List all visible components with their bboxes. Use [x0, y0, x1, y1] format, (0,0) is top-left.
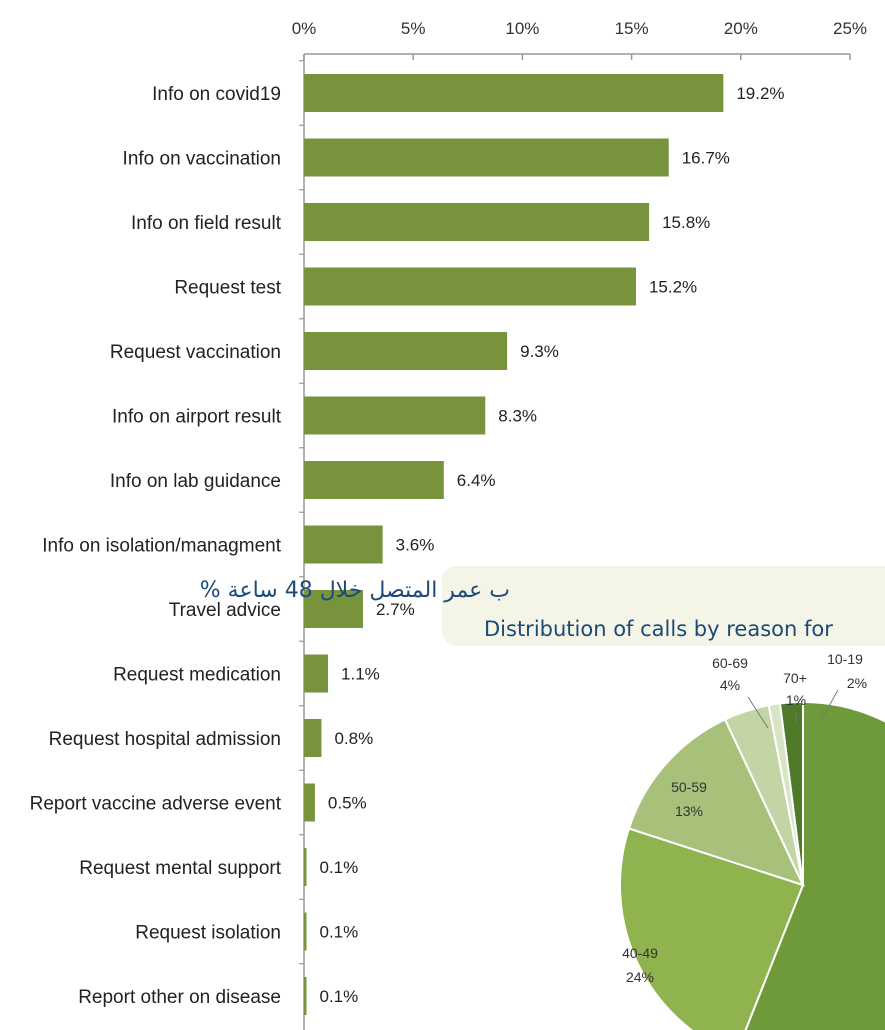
pie-category-label: 40-49 — [622, 945, 658, 961]
bar — [304, 267, 636, 306]
category-label: Info on isolation/managment — [42, 536, 281, 557]
bars — [304, 74, 724, 1015]
pie-value-label: 24% — [626, 969, 654, 985]
category-label: Request vaccination — [110, 342, 281, 363]
bar — [304, 74, 724, 112]
pie-category-label: 60-69 — [712, 655, 748, 671]
x-tick-label: 0% — [292, 19, 317, 38]
bar-value-label: 6.4% — [457, 471, 496, 490]
bar — [304, 525, 383, 564]
category-label: Info on airport result — [112, 407, 282, 428]
bar — [304, 977, 307, 1015]
pie-slice-rest — [744, 700, 885, 1030]
bar-value-label: 8.3% — [498, 407, 537, 426]
bar — [304, 719, 322, 757]
bar — [304, 912, 307, 951]
category-label: Info on lab guidance — [110, 471, 281, 492]
pie-leader-line — [819, 689, 839, 723]
bar — [304, 590, 363, 628]
category-labels: Info on covid19 Info on vaccination Info o… — [30, 84, 282, 1008]
bar — [304, 332, 508, 370]
bar — [304, 654, 329, 693]
bar-value-label: 0.1% — [320, 923, 359, 942]
bar-value-label: 9.3% — [520, 342, 559, 361]
bar-value-label: 3.6% — [396, 536, 435, 555]
bar-value-label: 0.1% — [320, 987, 359, 1006]
pie-category-label: 50-59 — [671, 779, 707, 795]
bar — [304, 783, 315, 822]
pie-title-banner: ب عمر المتصل خلال 48 ساعة % Distribution… — [200, 566, 885, 646]
x-tick-label: 15% — [615, 19, 649, 38]
category-label: Travel advice — [169, 600, 281, 621]
bar — [304, 461, 444, 499]
x-tick-label: 5% — [401, 19, 426, 38]
category-label: Request medication — [113, 665, 281, 686]
pie-leader-line — [747, 696, 769, 729]
category-label: Report vaccine adverse event — [30, 794, 282, 815]
bar-value-label: 15.2% — [649, 278, 697, 297]
x-tick-label: 25% — [833, 19, 867, 38]
category-label: Info on covid19 — [152, 84, 281, 105]
x-tick-label: 10% — [505, 19, 539, 38]
pie-value-label: 2% — [847, 675, 867, 691]
pie-slice — [778, 700, 804, 886]
bar — [304, 138, 669, 177]
category-label: Request test — [174, 278, 281, 299]
pie-category-label: 70+ — [783, 670, 807, 686]
pie-value-label: 4% — [720, 677, 740, 693]
pie-slices — [619, 700, 885, 1030]
bar — [304, 396, 486, 435]
pie-slice — [627, 718, 805, 887]
pie-value-label: 1% — [786, 692, 806, 708]
bar-value-label: 0.5% — [328, 794, 367, 813]
banner-background — [442, 566, 885, 646]
bar-value-label: 19.2% — [736, 84, 784, 103]
bar — [304, 848, 307, 886]
pie-category-label: 10-19 — [827, 651, 863, 667]
pie-title-arabic: ب عمر المتصل خلال 48 ساعة % — [200, 578, 510, 603]
category-label: Request mental support — [79, 858, 281, 879]
bar-value-label: 0.1% — [320, 858, 359, 877]
x-tick-label: 20% — [724, 19, 758, 38]
pie-slice — [619, 827, 805, 1030]
bar-value-label: 15.8% — [662, 213, 710, 232]
bar-value-label: 1.1% — [341, 665, 380, 684]
bar-value-label: 0.8% — [334, 729, 373, 748]
pie-chart: 10-19 2% 70+ 1% 60-69 4% 50-59 13% 40-49 24% — [619, 651, 885, 1030]
category-label: Info on field result — [131, 213, 282, 234]
pie-value-label: 13% — [675, 803, 703, 819]
category-label: Request isolation — [135, 923, 281, 944]
bar — [304, 203, 650, 241]
category-label: Info on vaccination — [123, 149, 281, 170]
value-labels: 19.2% 16.7% 15.8% 15.2% 9.3% 8.3% 6.4% 3.6% 2.7%… — [320, 84, 785, 1006]
pie-title-english: Distribution of calls by reason for — [484, 617, 833, 641]
pie-labels: 10-19 2% 70+ 1% 60-69 4% 50-59 13% 40-49 24% — [622, 651, 867, 985]
category-label: Report other on disease — [78, 987, 281, 1008]
bar-value-label: 2.7% — [376, 600, 415, 619]
category-label: Request hospital admission — [49, 729, 281, 750]
bar-value-label: 16.7% — [682, 149, 730, 168]
